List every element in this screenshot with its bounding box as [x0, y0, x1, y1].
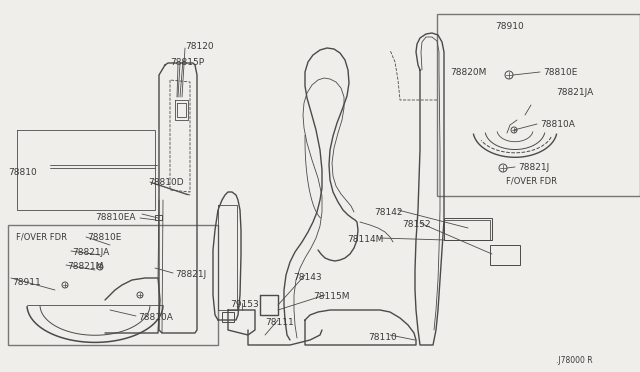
Text: 78821JA: 78821JA — [556, 88, 593, 97]
Bar — [490, 245, 520, 265]
Text: 78820M: 78820M — [450, 68, 486, 77]
Text: 78114M: 78114M — [347, 235, 383, 244]
Text: 78810A: 78810A — [138, 313, 173, 322]
Bar — [222, 312, 234, 322]
Text: 78152: 78152 — [402, 220, 431, 229]
Text: 78910: 78910 — [495, 22, 524, 31]
Text: 78821M: 78821M — [67, 262, 104, 271]
Text: 78815P: 78815P — [170, 58, 204, 67]
Text: 78911: 78911 — [12, 278, 41, 287]
Text: 78810: 78810 — [8, 168, 36, 177]
Text: 78810A: 78810A — [540, 120, 575, 129]
Text: F/OVER FDR: F/OVER FDR — [16, 233, 67, 242]
Bar — [155, 215, 162, 220]
Text: F/OVER FDR: F/OVER FDR — [506, 177, 557, 186]
Text: 78821J: 78821J — [175, 270, 206, 279]
Text: .J78000 R: .J78000 R — [556, 356, 593, 365]
Text: 78821JA: 78821JA — [72, 248, 109, 257]
Bar — [437, 14, 640, 196]
Text: 78110: 78110 — [368, 333, 397, 342]
Text: 78143: 78143 — [293, 273, 322, 282]
Text: 78115M: 78115M — [313, 292, 349, 301]
Text: 78810EA: 78810EA — [95, 213, 136, 222]
Text: 78810E: 78810E — [87, 233, 122, 242]
Text: 78120: 78120 — [185, 42, 214, 51]
Text: 78821J: 78821J — [518, 163, 549, 172]
Text: 78810D: 78810D — [148, 178, 184, 187]
Text: 79153: 79153 — [230, 300, 259, 309]
Bar — [8, 225, 218, 345]
Text: 78111: 78111 — [265, 318, 294, 327]
Text: 78810E: 78810E — [543, 68, 577, 77]
Bar — [444, 218, 492, 240]
Text: 78142: 78142 — [374, 208, 403, 217]
